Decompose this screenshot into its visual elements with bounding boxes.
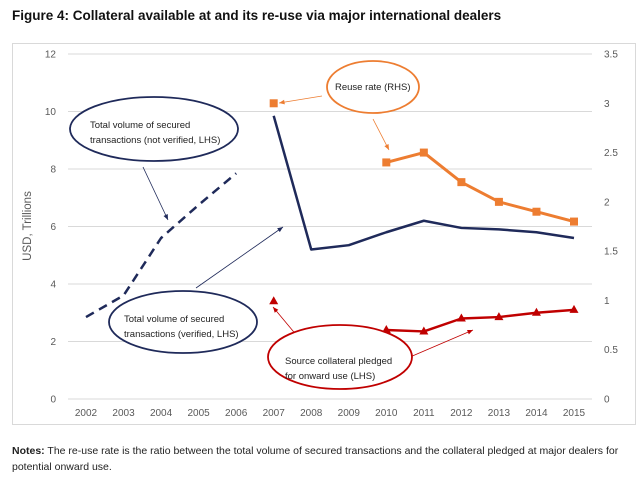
annotation-reuse-rate-text: Reuse rate (RHS)	[335, 82, 411, 93]
x-tick-label: 2013	[488, 408, 511, 419]
y-tick-label: 6	[50, 222, 56, 233]
annotation-source-collateral-text: for onward use (LHS)	[285, 371, 375, 382]
y2-tick-label: 1.5	[604, 247, 618, 258]
data-point-square	[382, 158, 391, 167]
data-point-triangle	[419, 326, 429, 335]
annotation-arrow	[195, 226, 284, 289]
x-tick-label: 2006	[225, 408, 248, 419]
data-point-triangle	[494, 312, 504, 321]
y-tick-label: 10	[45, 107, 57, 118]
y2-tick-label: 2	[604, 197, 610, 208]
y2-tick-label: 0	[604, 395, 610, 406]
figure-title: Figure 4: Collateral available at and it…	[12, 8, 502, 23]
annotation-not-verified-ellipse	[69, 96, 239, 162]
x-tick-label: 2014	[525, 408, 548, 419]
data-point-triangle	[531, 307, 541, 316]
arrowhead-icon	[163, 214, 168, 220]
annotation-verified-ellipse	[108, 290, 258, 354]
data-point-triangle	[456, 313, 466, 322]
series-line-3	[385, 151, 575, 224]
x-tick-label: 2015	[563, 408, 586, 419]
y2-tick-label: 3.5	[604, 50, 618, 61]
y-tick-label: 12	[45, 50, 57, 61]
x-tick-label: 2007	[263, 408, 286, 419]
annotation-source-collateral-ellipse	[267, 324, 413, 390]
annotation-reuse-rate-ellipse	[326, 60, 420, 114]
y-tick-label: 2	[50, 337, 56, 348]
arrowhead-icon	[277, 227, 283, 233]
data-point-square	[419, 148, 428, 157]
annotation-arrow	[142, 166, 169, 221]
x-tick-label: 2003	[112, 408, 135, 419]
arrowhead-icon	[279, 99, 285, 105]
y2-tick-label: 1	[604, 296, 610, 307]
notes-label: Notes:	[12, 445, 45, 457]
data-point-square	[269, 99, 278, 108]
arrowhead-icon	[384, 144, 389, 150]
x-tick-label: 2005	[187, 408, 210, 419]
annotation-verified-text: transactions (verified, LHS)	[124, 329, 239, 340]
y-tick-label: 0	[50, 395, 56, 406]
series-line-1	[272, 115, 575, 251]
annotation-arrow	[278, 95, 323, 104]
notes: Notes: The re-use rate is the ratio betw…	[12, 443, 632, 475]
x-tick-label: 2010	[375, 408, 398, 419]
notes-text: The re-use rate is the ratio between the…	[12, 445, 619, 473]
y2-tick-label: 2.5	[604, 148, 618, 159]
y2-tick-label: 3	[604, 99, 610, 110]
x-tick-label: 2009	[338, 408, 361, 419]
annotation-not-verified-text: Total volume of secured	[90, 120, 190, 131]
annotation-source-collateral-text: Source collateral pledged	[285, 356, 392, 367]
arrowhead-icon	[273, 307, 279, 313]
data-point-triangle	[569, 304, 579, 313]
annotation-arrow	[372, 118, 390, 151]
y-tick-label: 8	[50, 165, 56, 176]
y-axis-label: USD, Trillions	[22, 191, 34, 261]
chart-frame	[12, 43, 636, 425]
y2-tick-label: 0.5	[604, 345, 618, 356]
data-point-square	[494, 197, 503, 206]
x-tick-label: 2004	[150, 408, 173, 419]
data-point-square	[457, 178, 466, 187]
data-point-square	[532, 207, 541, 216]
annotation-verified-text: Total volume of secured	[124, 314, 224, 325]
data-point-triangle	[269, 296, 279, 305]
series-line-2	[386, 308, 575, 333]
y-tick-label: 4	[50, 280, 56, 291]
arrowhead-icon	[467, 330, 473, 335]
x-tick-label: 2012	[450, 408, 473, 419]
x-tick-label: 2011	[413, 408, 435, 419]
data-point-square	[570, 217, 578, 226]
series-line-0	[85, 172, 237, 319]
x-tick-label: 2002	[75, 408, 98, 419]
annotation-not-verified-text: transactions (not verified, LHS)	[90, 135, 220, 146]
x-tick-label: 2008	[300, 408, 323, 419]
annotation-arrow	[409, 329, 474, 358]
